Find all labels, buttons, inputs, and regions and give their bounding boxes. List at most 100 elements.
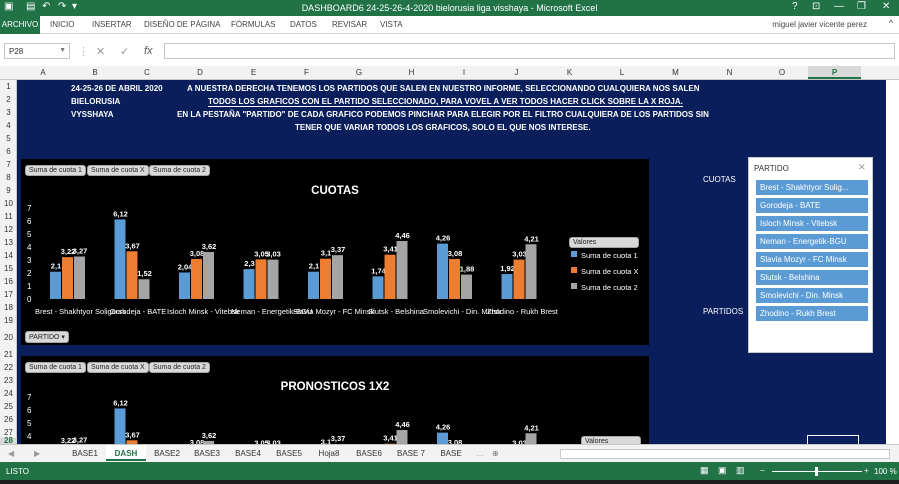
col-header[interactable]: N bbox=[726, 68, 733, 77]
quick-access-dropdown-icon[interactable]: ▾ bbox=[72, 1, 78, 12]
row-header[interactable]: 25 bbox=[4, 402, 13, 411]
insert-function-icon[interactable]: fx bbox=[144, 45, 153, 57]
zoom-in-button[interactable]: + bbox=[864, 466, 869, 475]
cancel-icon[interactable]: ✕ bbox=[96, 46, 106, 58]
sheet-tab[interactable]: BASE1 bbox=[72, 449, 98, 458]
cuotas-chart[interactable]: Suma de cuota 1 Suma de cuota X Suma de … bbox=[21, 159, 649, 345]
row-header[interactable]: 10 bbox=[4, 199, 13, 208]
sheet-tab[interactable]: BASE6 bbox=[356, 449, 382, 458]
more-tabs-icon[interactable]: … bbox=[476, 449, 484, 458]
row-header[interactable]: 23 bbox=[4, 376, 13, 385]
col-header[interactable]: J bbox=[514, 68, 519, 77]
row-header[interactable]: 1 bbox=[6, 82, 11, 91]
save-icon[interactable]: ▤ bbox=[26, 1, 36, 12]
row-header[interactable]: 24 bbox=[4, 389, 13, 398]
page-break-icon[interactable]: ▥ bbox=[736, 465, 745, 475]
normal-view-icon[interactable]: ▦ bbox=[700, 465, 709, 475]
slicer-item[interactable]: Zhodino - Rukh Brest bbox=[756, 306, 868, 321]
col-header[interactable]: L bbox=[619, 68, 625, 77]
row-header-selected[interactable]: 28 bbox=[0, 437, 17, 445]
valores-field-button[interactable]: Valores bbox=[581, 436, 641, 444]
collapse-ribbon-icon[interactable]: ^ bbox=[888, 18, 893, 28]
worksheet[interactable]: 24-25-26 DE ABRIL 2020 BIELORUSIA VYSSHA… bbox=[17, 80, 886, 444]
field-button-cuota-2[interactable]: Suma de cuota 2 bbox=[149, 362, 210, 373]
slicer-item[interactable]: Isloch Minsk - Vitebsk bbox=[756, 216, 868, 231]
tab-datos[interactable]: DATOS bbox=[290, 20, 317, 29]
page-layout-icon[interactable]: ▣ bbox=[718, 465, 727, 475]
file-tab[interactable]: ARCHIVO bbox=[0, 16, 40, 34]
field-button-cuota-x[interactable]: Suma de cuota X bbox=[87, 165, 149, 176]
col-header[interactable]: K bbox=[566, 68, 573, 77]
row-header[interactable]: 4 bbox=[6, 121, 11, 130]
valores-field-button[interactable]: Valores bbox=[569, 237, 639, 248]
col-header[interactable]: G bbox=[355, 68, 363, 77]
col-header[interactable]: F bbox=[304, 68, 309, 77]
tab-formulas[interactable]: FÓRMULAS bbox=[231, 20, 276, 29]
pronosticos-chart[interactable]: Suma de cuota 1 Suma de cuota X Suma de … bbox=[21, 356, 649, 444]
sheet-tab[interactable]: BASE3 bbox=[194, 449, 220, 458]
col-header-selected[interactable]: P bbox=[808, 66, 861, 79]
undo-icon[interactable]: ↶ bbox=[42, 1, 51, 12]
horizontal-scrollbar[interactable] bbox=[560, 449, 890, 459]
col-header[interactable]: O bbox=[778, 68, 786, 77]
row-header[interactable]: 20 bbox=[4, 333, 13, 342]
col-header[interactable]: M bbox=[672, 68, 679, 77]
sheet-tab[interactable]: BASE4 bbox=[235, 449, 261, 458]
field-button-cuota-1[interactable]: Suma de cuota 1 bbox=[25, 165, 86, 176]
zoom-level[interactable]: 100 % bbox=[874, 467, 897, 476]
restore-button[interactable]: ❐ bbox=[857, 1, 866, 12]
slicer-item[interactable]: Gorodeja - BATE bbox=[756, 198, 868, 213]
row-header[interactable]: 12 bbox=[4, 225, 13, 234]
scroll-right-icon[interactable]: ▶ bbox=[34, 449, 41, 458]
redo-icon[interactable]: ↷ bbox=[58, 1, 67, 12]
row-header[interactable]: 21 bbox=[4, 350, 13, 359]
tab-diseno-pagina[interactable]: DISEÑO DE PÁGINA bbox=[144, 20, 221, 29]
scroll-left-icon[interactable]: ◀ bbox=[8, 449, 15, 458]
col-header[interactable]: I bbox=[462, 68, 466, 77]
col-header[interactable]: H bbox=[408, 68, 415, 77]
row-header[interactable]: 22 bbox=[4, 363, 13, 372]
zoom-slider-thumb[interactable] bbox=[815, 467, 818, 476]
enter-icon[interactable]: ✓ bbox=[120, 46, 130, 58]
row-header[interactable]: 13 bbox=[4, 238, 13, 247]
field-button-cuota-1[interactable]: Suma de cuota 1 bbox=[25, 362, 86, 373]
sheet-tab[interactable]: BASE bbox=[440, 449, 462, 458]
zoom-out-button[interactable]: − bbox=[760, 466, 765, 475]
help-icon[interactable]: ? bbox=[792, 1, 798, 12]
slicer-item[interactable]: Neman - Energetik-BGU bbox=[756, 234, 868, 249]
add-sheet-icon[interactable]: ⊕ bbox=[492, 449, 499, 458]
col-header[interactable]: B bbox=[92, 68, 98, 77]
row-header[interactable]: 14 bbox=[4, 251, 13, 260]
tab-inicio[interactable]: INICIO bbox=[50, 20, 75, 29]
row-header[interactable]: 27 bbox=[4, 428, 13, 437]
row-header[interactable]: 2 bbox=[6, 95, 11, 104]
row-header[interactable]: 19 bbox=[4, 316, 13, 325]
close-button[interactable]: ✕ bbox=[882, 1, 891, 12]
field-button-cuota-2[interactable]: Suma de cuota 2 bbox=[149, 165, 210, 176]
field-button-cuota-x[interactable]: Suma de cuota X bbox=[87, 362, 149, 373]
row-header[interactable]: 18 bbox=[4, 303, 13, 312]
partido-filter-button[interactable]: PARTIDO ▾ bbox=[25, 331, 69, 343]
partido-slicer[interactable]: PARTIDO ⨯ Brest - Shakhtyor Solig... Gor… bbox=[748, 157, 873, 353]
row-header[interactable]: 8 bbox=[6, 173, 11, 182]
row-header[interactable]: 17 bbox=[4, 290, 13, 299]
row-header[interactable]: 3 bbox=[6, 108, 11, 117]
col-header[interactable]: D bbox=[197, 68, 203, 77]
row-header[interactable]: 16 bbox=[4, 277, 13, 286]
sheet-tab[interactable]: BASE5 bbox=[276, 449, 302, 458]
slicer-item[interactable]: Slutsk - Belshina bbox=[756, 270, 868, 285]
minimize-button[interactable]: — bbox=[834, 1, 844, 12]
row-header[interactable]: 11 bbox=[4, 212, 13, 221]
row-header[interactable]: 26 bbox=[4, 415, 13, 424]
row-header[interactable]: 5 bbox=[6, 134, 11, 143]
clear-filter-icon[interactable]: ⨯ bbox=[857, 162, 866, 173]
user-name[interactable]: miguel javier vicente perez bbox=[772, 20, 867, 29]
sheet-tab[interactable]: BASE 7 bbox=[396, 449, 425, 458]
row-header[interactable]: 7 bbox=[6, 160, 11, 169]
tab-insertar[interactable]: INSERTAR bbox=[92, 20, 132, 29]
selected-cell[interactable] bbox=[807, 435, 859, 444]
tab-vista[interactable]: VISTA bbox=[380, 20, 403, 29]
row-header[interactable]: 9 bbox=[6, 186, 11, 195]
row-header[interactable]: 6 bbox=[6, 147, 11, 156]
sheet-tab[interactable]: BASE2 bbox=[154, 449, 180, 458]
